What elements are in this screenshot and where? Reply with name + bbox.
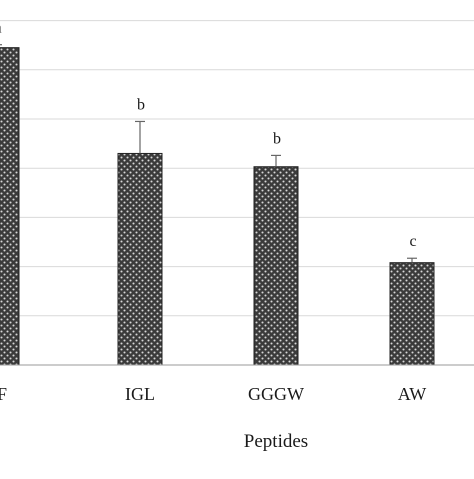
bar-gggw	[253, 166, 299, 366]
bar-igl	[117, 152, 163, 366]
x-tick-label: PF	[0, 384, 7, 404]
significance-label: b	[137, 96, 145, 113]
x-tick-labels: PF IGL GGGW AW	[0, 384, 426, 404]
x-tick-label: AW	[398, 384, 427, 404]
significance-label: c	[409, 233, 416, 250]
significance-labels: a b b c	[0, 20, 417, 251]
x-axis-title: Peptides	[244, 431, 308, 452]
significance-label: a	[0, 20, 2, 37]
bar-pf	[0, 47, 20, 366]
x-tick-label: IGL	[125, 384, 155, 404]
gridlines	[0, 20, 474, 317]
bars	[0, 47, 435, 366]
error-bars	[0, 44, 417, 263]
significance-label: b	[273, 130, 281, 147]
x-tick-label: GGGW	[248, 384, 304, 404]
bar-aw	[389, 262, 435, 366]
